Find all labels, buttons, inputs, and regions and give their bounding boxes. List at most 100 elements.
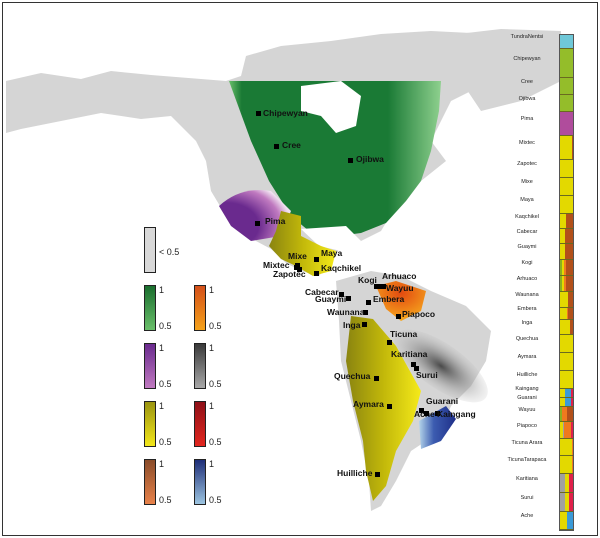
bar-segment bbox=[560, 493, 566, 511]
bar-row bbox=[560, 493, 573, 512]
bar-segment bbox=[560, 439, 572, 455]
bar-segment bbox=[560, 308, 568, 319]
bar-segment bbox=[560, 335, 573, 352]
map-label: Mixtec bbox=[263, 260, 290, 270]
map-label: Kaqchikel bbox=[321, 263, 362, 273]
bar-label: Karitiana bbox=[516, 475, 538, 482]
bar-segment bbox=[563, 422, 564, 438]
bar-segment bbox=[568, 308, 573, 319]
bar-segment bbox=[569, 493, 573, 511]
yellow-cluster-region-andes bbox=[346, 316, 421, 501]
legend-top-label: 1 bbox=[209, 459, 215, 469]
bar-label: Maya bbox=[520, 197, 534, 203]
site-marker bbox=[435, 411, 440, 416]
bar-segment bbox=[561, 260, 564, 275]
site-marker bbox=[255, 221, 260, 226]
legend-swatch bbox=[194, 459, 206, 505]
admixture-bar bbox=[559, 34, 574, 531]
bar-segment bbox=[560, 229, 565, 243]
legend-swatch-low bbox=[144, 227, 156, 273]
bar-row bbox=[560, 196, 573, 214]
bar-segment bbox=[564, 244, 573, 259]
bar-row bbox=[560, 389, 573, 398]
bar-segment bbox=[560, 244, 565, 259]
bar-label: Kaqchikel bbox=[515, 213, 539, 220]
legend-bottom-label: 0.5 bbox=[209, 379, 222, 389]
purple-cluster-region bbox=[219, 190, 291, 241]
bar-label: Ache bbox=[520, 513, 534, 519]
legend-swatch bbox=[144, 343, 156, 389]
bar-label: Quechua bbox=[515, 336, 539, 342]
bar-segment bbox=[564, 398, 572, 406]
site-marker bbox=[411, 362, 416, 367]
legend-swatch bbox=[144, 459, 156, 505]
bar-label: Wayuu bbox=[518, 406, 536, 413]
legend-swatch bbox=[194, 285, 206, 331]
site-marker bbox=[314, 271, 319, 276]
map-label: Ojibwa bbox=[356, 154, 384, 164]
map-label: Cabecar bbox=[305, 287, 339, 297]
legend-top-label: 1 bbox=[159, 459, 165, 469]
bar-label: Kogi bbox=[521, 260, 533, 266]
site-marker bbox=[377, 284, 382, 289]
map-label: Kaingang bbox=[437, 409, 476, 419]
bar-row bbox=[560, 276, 573, 292]
map-label: Mixe bbox=[288, 251, 307, 261]
bar-segment bbox=[560, 214, 566, 228]
bar-row bbox=[560, 136, 573, 160]
bar-segment bbox=[560, 422, 564, 438]
map-label: Piapoco bbox=[402, 309, 436, 319]
site-marker bbox=[374, 376, 379, 381]
bar-segment bbox=[560, 196, 573, 213]
legend-low-label: < 0.5 bbox=[159, 247, 180, 257]
bar-segment bbox=[571, 456, 573, 473]
bar-segment bbox=[561, 276, 564, 291]
bar-row bbox=[560, 422, 573, 439]
map-label: Zapotec bbox=[273, 269, 306, 279]
map-label: Guarani bbox=[426, 396, 459, 406]
bar-label: Cabecar bbox=[516, 228, 538, 235]
legend-swatch bbox=[144, 401, 156, 447]
bar-segment bbox=[560, 474, 566, 492]
legend-bottom-label: 0.5 bbox=[159, 437, 172, 447]
green-cluster-region bbox=[229, 81, 441, 237]
bar-label: TundraNentsi bbox=[510, 34, 544, 40]
bar-label: Guarani bbox=[517, 394, 537, 401]
legend-bottom-label: 0.5 bbox=[159, 321, 172, 331]
bar-label: Inga bbox=[521, 319, 533, 326]
bar-row bbox=[560, 456, 573, 474]
map-label: Chipewyan bbox=[263, 108, 308, 118]
bar-segment bbox=[560, 353, 573, 370]
site-marker bbox=[396, 314, 401, 319]
bar-label: Embera bbox=[517, 306, 537, 312]
bar-row bbox=[560, 95, 573, 112]
site-marker bbox=[348, 158, 353, 163]
bar-row bbox=[560, 178, 573, 196]
map-label: Pima bbox=[265, 216, 286, 226]
map-label: Quechua bbox=[334, 371, 371, 381]
legend-swatch bbox=[144, 285, 156, 331]
bar-segment bbox=[560, 456, 572, 473]
bar-segment bbox=[560, 389, 565, 397]
bar-label: Huilliche bbox=[516, 372, 538, 378]
bar-label: Guaymi bbox=[517, 244, 537, 250]
bar-segment bbox=[560, 136, 572, 159]
bar-label: Pima bbox=[520, 116, 534, 122]
bar-segment bbox=[560, 78, 573, 94]
yellow-cluster-region-mexico bbox=[269, 211, 336, 276]
bar-segment bbox=[565, 214, 573, 228]
bar-row bbox=[560, 49, 573, 78]
site-marker bbox=[346, 296, 351, 301]
bar-segment bbox=[571, 439, 573, 455]
greenland-landmass bbox=[441, 29, 561, 111]
site-marker bbox=[374, 284, 379, 289]
map-label: Inga bbox=[343, 320, 361, 330]
bar-segment bbox=[560, 95, 573, 111]
bar-segment bbox=[564, 389, 572, 397]
orange-cluster-region bbox=[376, 281, 426, 321]
site-marker bbox=[366, 300, 371, 305]
bar-segment bbox=[560, 398, 565, 406]
legend-top-label: 1 bbox=[159, 343, 165, 353]
bar-row bbox=[560, 320, 573, 335]
bar-row bbox=[560, 371, 573, 389]
